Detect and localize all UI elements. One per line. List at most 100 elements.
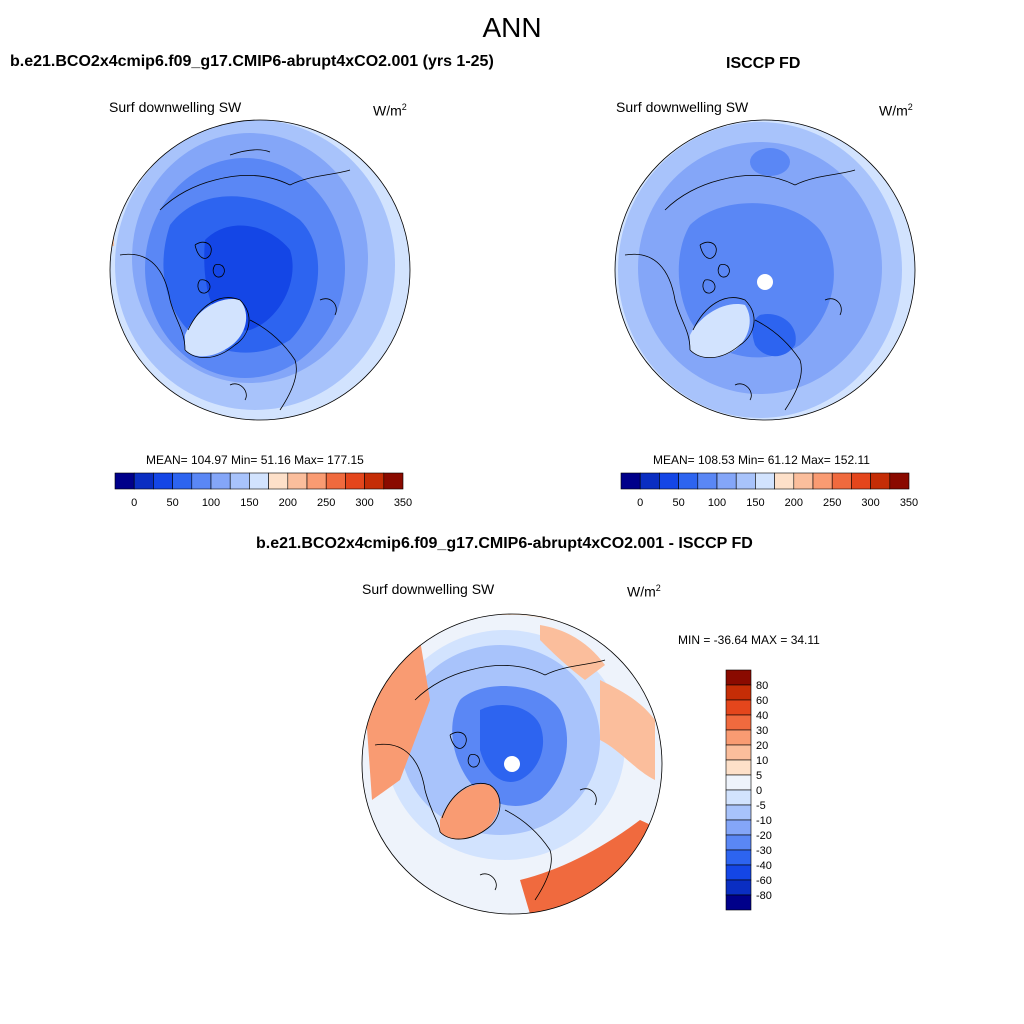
model-colorbar-swatch xyxy=(268,472,289,490)
model-colorbar: 0 50 100 150 200 250 300 350 xyxy=(114,472,412,509)
diff-colorbar-swatch xyxy=(725,744,752,761)
diff-colorbar-tick: 60 xyxy=(756,695,768,707)
diff-polar-map xyxy=(362,614,662,914)
obs-colorbar-tick: 300 xyxy=(861,497,879,509)
obs-colorbar-swatch xyxy=(812,472,833,490)
diff-colorbar-swatch xyxy=(725,759,752,776)
model-map-border xyxy=(109,119,411,421)
model-field-label: Surf downwelling SW xyxy=(109,99,242,115)
diff-colorbar-swatch xyxy=(725,684,752,701)
diff-colorbar-swatch xyxy=(725,894,752,911)
model-colorbar-tick: 100 xyxy=(202,497,220,509)
model-colorbar-swatch xyxy=(153,472,173,490)
obs-colorbar-swatch xyxy=(659,472,679,490)
diff-colorbar-tick: -20 xyxy=(756,830,772,842)
obs-colorbar-swatch xyxy=(697,472,718,490)
diff-map-border xyxy=(361,613,663,915)
diff-units: W/m2 xyxy=(627,583,661,600)
model-colorbar-swatch xyxy=(249,472,269,490)
diff-colorbar-swatch xyxy=(725,804,752,821)
obs-field-label: Surf downwelling SW xyxy=(616,99,749,115)
obs-colorbar-swatch xyxy=(889,472,910,490)
obs-colorbar-swatch xyxy=(678,472,699,490)
obs-colorbar-tick: 150 xyxy=(746,497,764,509)
model-colorbar-swatch xyxy=(364,472,385,490)
diff-colorbar-swatch xyxy=(725,879,752,896)
diff-colorbar-tick: 30 xyxy=(756,725,768,737)
obs-panel-title: ISCCP FD xyxy=(726,55,801,72)
figure-title: ANN xyxy=(482,12,542,43)
diff-colorbar-swatch xyxy=(725,849,752,866)
diff-colorbar-swatch xyxy=(725,699,752,716)
obs-colorbar-swatch xyxy=(755,472,775,490)
diff-colorbar-tick: -10 xyxy=(756,815,772,827)
diff-colorbar-swatch xyxy=(725,714,752,731)
model-colorbar-tick: 50 xyxy=(166,497,178,509)
obs-polar-map xyxy=(615,120,915,420)
model-colorbar-swatch xyxy=(172,472,193,490)
obs-colorbar-swatch xyxy=(870,472,891,490)
diff-colorbar-swatch xyxy=(725,864,752,881)
obs-colorbar-tick: 0 xyxy=(637,497,643,509)
diff-colorbar-swatch xyxy=(725,819,752,836)
obs-colorbar-tick: 50 xyxy=(672,497,684,509)
obs-stats: MEAN= 108.53 Min= 61.12 Max= 152.11 xyxy=(653,453,870,467)
diff-colorbar-swatch xyxy=(725,789,752,806)
obs-colorbar-tick: 250 xyxy=(823,497,841,509)
diff-colorbar-swatch xyxy=(725,834,752,851)
diff-colorbar-tick: 40 xyxy=(756,710,768,722)
obs-colorbar-swatch xyxy=(793,472,814,490)
diff-colorbar-tick: -40 xyxy=(756,860,772,872)
diff-panel-title: b.e21.BCO2x4cmip6.f09_g17.CMIP6-abrupt4x… xyxy=(256,535,753,552)
diff-stats: MIN = -36.64 MAX = 34.11 xyxy=(678,633,820,647)
model-colorbar-swatch xyxy=(345,472,365,490)
obs-colorbar-tick: 100 xyxy=(708,497,726,509)
diff-colorbar-tick: 20 xyxy=(756,740,768,752)
obs-colorbar-tick: 200 xyxy=(785,497,803,509)
diff-colorbar-tick: -30 xyxy=(756,845,772,857)
obs-colorbar-swatch xyxy=(851,472,871,490)
diff-field-label: Surf downwelling SW xyxy=(362,581,495,597)
model-colorbar-swatch xyxy=(325,472,346,490)
model-colorbar-tick: 200 xyxy=(279,497,297,509)
model-panel-title: b.e21.BCO2x4cmip6.f09_g17.CMIP6-abrupt4x… xyxy=(10,53,494,70)
obs-colorbar-swatch xyxy=(831,472,852,490)
model-colorbar-swatch xyxy=(306,472,327,490)
diff-colorbar-tick: -5 xyxy=(756,800,766,812)
obs-colorbar-swatch xyxy=(735,472,756,490)
model-colorbar-swatch xyxy=(210,472,231,490)
diff-colorbar-swatch xyxy=(725,669,752,686)
model-colorbar-tick: 300 xyxy=(355,497,373,509)
model-colorbar-swatch xyxy=(383,472,404,490)
diff-colorbar-swatch xyxy=(725,774,752,791)
obs-colorbar: 0 50 100 150 200 250 300 350 xyxy=(620,472,918,509)
model-colorbar-swatch xyxy=(114,472,135,490)
diff-colorbar-tick: 80 xyxy=(756,680,768,692)
model-colorbar-tick: 0 xyxy=(131,497,137,509)
obs-colorbar-swatch xyxy=(620,472,641,490)
obs-colorbar-swatch xyxy=(639,472,660,490)
model-colorbar-swatch xyxy=(287,472,308,490)
model-colorbar-swatch xyxy=(191,472,212,490)
model-colorbar-swatch xyxy=(229,472,250,490)
diff-colorbar-tick: -80 xyxy=(756,890,772,902)
diff-colorbar: 80 60 40 30 20 10 5 0 -5 -10 -20 -30 -40 -60 -80 xyxy=(725,669,772,911)
model-stats: MEAN= 104.97 Min= 51.16 Max= 177.15 xyxy=(146,453,364,467)
model-colorbar-tick: 150 xyxy=(240,497,258,509)
obs-units: W/m2 xyxy=(879,102,913,119)
diff-colorbar-tick: -60 xyxy=(756,875,772,887)
obs-colorbar-swatch xyxy=(774,472,795,490)
model-colorbar-tick: 350 xyxy=(394,497,412,509)
diff-colorbar-tick: 10 xyxy=(756,755,768,767)
obs-colorbar-tick: 350 xyxy=(900,497,918,509)
obs-colorbar-swatch xyxy=(716,472,737,490)
model-colorbar-swatch xyxy=(133,472,154,490)
diff-colorbar-swatch xyxy=(725,729,752,746)
diff-colorbar-tick: 5 xyxy=(756,770,762,782)
model-polar-map xyxy=(110,120,410,420)
model-colorbar-tick: 250 xyxy=(317,497,335,509)
diff-colorbar-tick: 0 xyxy=(756,785,762,797)
obs-map-border xyxy=(614,119,916,421)
model-units: W/m2 xyxy=(373,102,407,119)
